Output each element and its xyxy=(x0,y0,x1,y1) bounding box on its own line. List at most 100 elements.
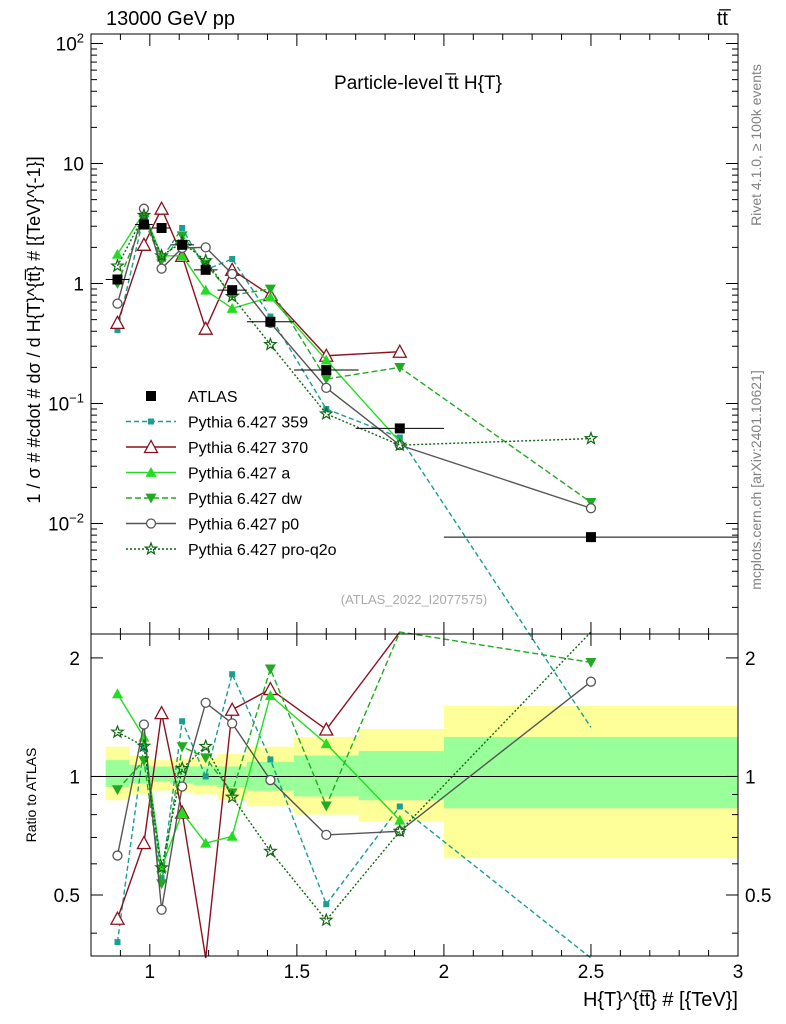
series-0-ratio-point xyxy=(267,756,274,763)
ratio-panel xyxy=(109,631,597,959)
series-4-ratio-point xyxy=(177,781,188,792)
series-1-ratio-line xyxy=(116,631,401,959)
y-tick-label: 10−1 xyxy=(48,391,84,416)
legend-marker xyxy=(143,439,159,454)
series-4-ratio-point xyxy=(321,829,332,841)
y-tick-label-base: 1 xyxy=(73,275,84,296)
ratio-tick-label: 0.5 xyxy=(54,886,80,907)
series-5-point xyxy=(136,207,152,222)
x-axis-label: H{T}^{tt̅} # [{TeV}] xyxy=(583,989,738,1011)
series-0-point xyxy=(267,313,274,320)
data-point xyxy=(394,423,405,434)
series-2-ratio-point xyxy=(320,738,332,749)
series-0-ratio-point xyxy=(140,743,147,750)
series-1-point xyxy=(136,236,152,251)
series-0-ratio-point xyxy=(202,773,209,780)
data-point xyxy=(227,285,238,296)
series-3-point xyxy=(320,374,332,385)
series-5-point xyxy=(583,430,599,445)
analysis-id: (ATLAS_2022_I2077575) xyxy=(341,592,487,607)
series-1-point xyxy=(198,320,214,335)
legend-entry: Pythia 6.427 370 xyxy=(188,440,308,457)
series-5-ratio-point xyxy=(224,789,240,804)
series-5-ratio-line xyxy=(117,631,592,922)
series-5-ratio-point xyxy=(154,860,169,875)
series-5-point xyxy=(198,252,214,267)
legend-marker xyxy=(145,493,157,504)
data-point xyxy=(138,219,149,230)
series-2-ratio-point xyxy=(111,688,123,699)
series-0-point xyxy=(179,225,186,232)
ratio-tick-label: 1 xyxy=(69,767,80,788)
series-2-ratio-point xyxy=(176,807,188,817)
band-green-bin xyxy=(105,760,130,788)
series-2-point xyxy=(200,284,212,295)
series-0-line xyxy=(116,212,592,728)
y-tick-label: 10−2 xyxy=(48,511,84,536)
y-tick-label-base: 10 xyxy=(56,35,77,56)
series-0-ratio-point xyxy=(114,939,121,946)
series-4-ratio-point xyxy=(227,718,238,729)
series-5-ratio-point xyxy=(318,912,334,927)
ratio-y-axis-label: Ratio to ATLAS xyxy=(23,748,39,843)
series-4-line xyxy=(116,206,592,509)
legend-entry: Pythia 6.427 a xyxy=(188,466,290,483)
ratio-uncertainty-band xyxy=(91,705,738,859)
data-point xyxy=(321,365,332,376)
series-2-ratio-point xyxy=(264,690,276,701)
band-green-bin xyxy=(149,766,171,782)
ratio-tick-label-right: 1 xyxy=(745,767,756,788)
series-0-ratio-point xyxy=(179,718,186,725)
series-4-point xyxy=(227,268,238,280)
legend: ATLAS Pythia 6.427 359 Pythia 6.427 370 Pyt… xyxy=(126,389,337,559)
y-tick-label: 10 xyxy=(63,155,84,176)
ratio-tick-label-right: 2 xyxy=(745,649,756,670)
series-0-point xyxy=(114,326,121,333)
series-3-ratio-point xyxy=(176,742,188,753)
y-tick-label-base: 10 xyxy=(48,395,69,416)
series-2-point xyxy=(320,354,332,365)
series-2-point xyxy=(176,250,188,261)
series-4-ratio-point xyxy=(200,697,211,708)
header-right: tt̅ xyxy=(717,8,731,30)
y-tick-label: 1 xyxy=(73,275,84,296)
data-point xyxy=(200,264,211,275)
series-5-point xyxy=(263,336,278,351)
series-5-point xyxy=(318,406,334,421)
ratio-tick-label: 2 xyxy=(69,649,80,670)
series-4-ratio-point xyxy=(138,719,150,730)
series-0-ratio-point xyxy=(229,671,236,678)
series-5-ratio-point xyxy=(263,843,278,858)
header-left: 13000 GeV pp xyxy=(106,8,235,30)
data-point xyxy=(585,532,596,543)
series-3-ratio-point xyxy=(264,664,276,675)
series-1-ratio-point xyxy=(153,705,170,720)
series-4-point xyxy=(585,503,597,514)
x-tick-label: 3 xyxy=(733,962,744,983)
series-5-ratio-point xyxy=(110,724,125,739)
series-4-point xyxy=(321,382,332,394)
y-tick-label-exponent: 2 xyxy=(77,31,84,46)
x-tick-label: 2 xyxy=(439,962,450,983)
data-point xyxy=(112,274,123,285)
series-1-ratio-point xyxy=(318,721,334,736)
series-1-ratio-point xyxy=(109,910,126,925)
y-tick-label-base: 10 xyxy=(48,515,69,536)
side-label-rivet: Rivet 4.1.0, ≥ 100k events xyxy=(748,64,764,226)
x-tick-label: 1.5 xyxy=(284,962,310,983)
y-tick-label-exponent: −1 xyxy=(69,391,84,406)
series-0-ratio-point xyxy=(158,875,165,882)
legend-marker xyxy=(148,418,154,425)
series-2-ratio-point xyxy=(394,814,406,825)
y-tick-label-base: 10 xyxy=(63,155,84,176)
series-4-ratio-point xyxy=(265,774,276,786)
series-1-ratio-point xyxy=(224,701,240,716)
series-5-ratio-point xyxy=(174,760,190,775)
series-4-ratio-point xyxy=(156,904,167,915)
legend-marker xyxy=(145,518,157,529)
band-green-bin xyxy=(358,751,444,801)
series-5-line xyxy=(116,213,591,446)
legend-marker xyxy=(146,391,156,401)
